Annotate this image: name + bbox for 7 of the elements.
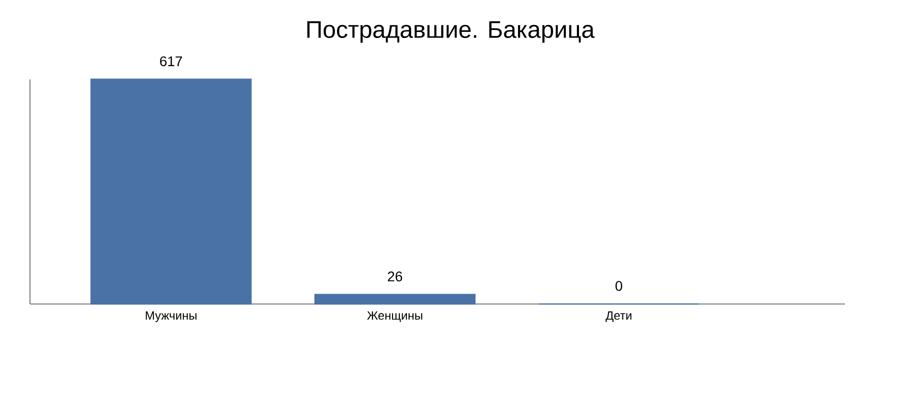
data-label: 0 (616, 280, 622, 291)
chart-title: Пострадавшие. Бакарица (307, 21, 595, 43)
data-label: 26 (388, 272, 402, 282)
x-tick-label: Женщины (367, 311, 422, 322)
x-tick-label: Дети (606, 311, 632, 322)
x-tick-label: Мужчины (146, 311, 196, 322)
data-label: 617 (160, 56, 182, 66)
